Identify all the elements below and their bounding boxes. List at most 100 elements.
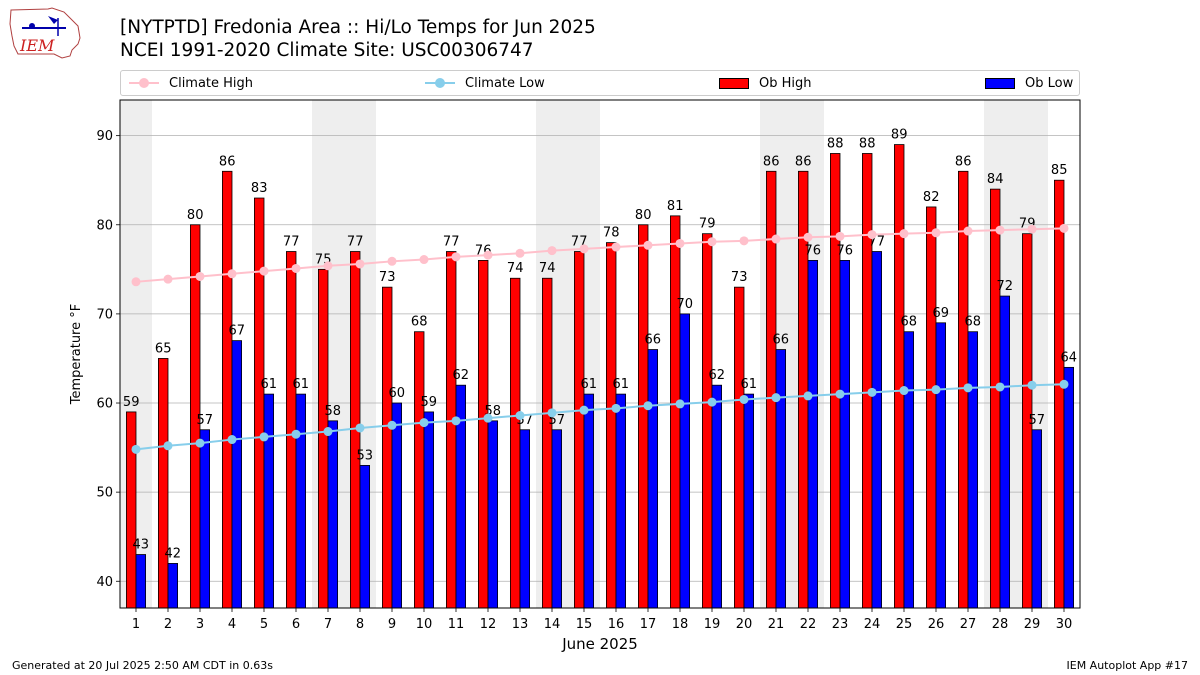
climate-high-point: [547, 246, 557, 256]
x-tick-label: 30: [1056, 617, 1073, 632]
ob-high-label: 74: [539, 261, 556, 276]
x-tick-label: 2: [164, 617, 172, 632]
legend-item-climate-high: Climate High: [129, 71, 253, 95]
climate-high-point: [579, 244, 589, 254]
ob-high-label: 89: [891, 128, 908, 143]
climate-low-point: [995, 382, 1005, 392]
ob-low-bar: [967, 331, 979, 609]
climate-low-point: [259, 432, 269, 442]
ob-high-label: 84: [987, 172, 1004, 187]
ob-low-bar: [1031, 429, 1043, 609]
climate-high-swatch: [129, 77, 159, 89]
x-tick-label: 15: [576, 617, 593, 632]
ob-high-label: 68: [411, 315, 428, 330]
x-tick-label: 18: [672, 617, 689, 632]
ob-low-bar: [839, 260, 851, 609]
x-tick-label: 17: [640, 617, 657, 632]
climate-low-point: [323, 427, 333, 437]
ob-high-bar: [830, 153, 841, 609]
climate-high-point: [611, 242, 621, 252]
climate-high-point: [483, 250, 493, 260]
ob-high-label: 77: [347, 235, 364, 250]
ob-low-label: 64: [1061, 350, 1078, 365]
ob-high-bar: [445, 251, 457, 609]
climate-low-point: [707, 397, 717, 407]
ob-low-bar: [999, 295, 1011, 609]
ob-high-bar: [221, 170, 233, 609]
y-tick-label: 60: [96, 397, 113, 412]
x-tick-label: 22: [800, 617, 817, 632]
legend-label-climate-high: Climate High: [169, 75, 254, 91]
climate-low-point: [483, 413, 493, 423]
ob-high-bar: [253, 197, 265, 609]
climate-high-point: [931, 228, 941, 238]
ob-low-label: 62: [709, 368, 726, 383]
ob-low-bar: [263, 393, 275, 609]
climate-high-point: [995, 225, 1005, 235]
climate-low-point: [131, 444, 141, 454]
ob-low-label: 59: [421, 395, 438, 410]
climate-low-point: [451, 416, 461, 426]
climate-high-point: [163, 274, 173, 284]
ob-high-label: 81: [667, 199, 684, 214]
x-axis-label: June 2025: [561, 635, 638, 653]
ob-high-bar: [1054, 179, 1065, 609]
ob-low-label: 57: [197, 413, 214, 428]
climate-low-point: [611, 403, 621, 413]
ob-high-bar: [413, 331, 425, 609]
climate-high-point: [387, 256, 397, 266]
legend-item-climate-low: Climate Low: [425, 71, 545, 95]
ob-low-bar: [743, 393, 755, 609]
ob-low-bar: [423, 411, 435, 609]
climate-low-point: [579, 405, 589, 415]
climate-high-point: [899, 229, 909, 239]
x-tick-label: 28: [992, 617, 1009, 632]
climate-low-point: [227, 435, 237, 445]
ob-high-bar: [990, 188, 1001, 609]
legend-label-climate-low: Climate Low: [465, 75, 545, 91]
climate-low-point: [771, 393, 781, 403]
ob-high-bar: [894, 144, 905, 609]
ob-low-bar: [519, 429, 531, 609]
ob-high-bar: [606, 242, 617, 609]
climate-low-point: [835, 389, 845, 399]
legend-label-ob-low: Ob Low: [1025, 75, 1074, 91]
y-tick-label: 70: [96, 307, 113, 322]
ob-low-bar: [295, 393, 307, 609]
ob-high-bar: [862, 153, 873, 609]
ob-low-label: 61: [741, 377, 758, 392]
ob-low-bar: [871, 251, 883, 609]
ob-low-label: 72: [997, 279, 1014, 294]
x-tick-label: 23: [832, 617, 849, 632]
y-tick-label: 50: [96, 486, 113, 501]
ob-low-label: 67: [229, 324, 246, 339]
climate-low-point: [387, 420, 397, 430]
logo-lettering: IEM: [19, 36, 55, 55]
y-axis-label: Temperature °F: [69, 304, 84, 405]
climate-low-point: [675, 399, 685, 409]
x-tick-label: 13: [512, 617, 529, 632]
ob-high-label: 77: [443, 235, 460, 250]
climate-high-point: [867, 230, 877, 240]
ob-high-label: 80: [635, 208, 652, 223]
legend-item-ob-high: Ob High: [719, 71, 812, 95]
x-tick-label: 7: [324, 617, 332, 632]
y-tick-label: 40: [96, 575, 113, 590]
ob-high-label: 73: [379, 270, 396, 285]
ob-high-label: 73: [731, 270, 748, 285]
ob-low-bar: [167, 563, 179, 609]
generated-timestamp: Generated at 20 Jul 2025 2:50 AM CDT in …: [12, 659, 273, 672]
ob-high-bar: [381, 286, 393, 609]
ob-high-label: 83: [251, 181, 268, 196]
ob-high-label: 78: [603, 226, 620, 241]
ob-low-bar: [199, 429, 211, 609]
climate-low-point: [643, 401, 653, 411]
climate-high-point: [227, 269, 237, 279]
x-tick-label: 21: [768, 617, 785, 632]
climate-low-point: [1027, 380, 1037, 390]
climate-low-point: [899, 386, 909, 396]
climate-low-point: [931, 385, 941, 395]
climate-low-point: [963, 383, 973, 393]
ob-low-bar: [679, 313, 691, 609]
climate-low-point: [355, 423, 365, 433]
